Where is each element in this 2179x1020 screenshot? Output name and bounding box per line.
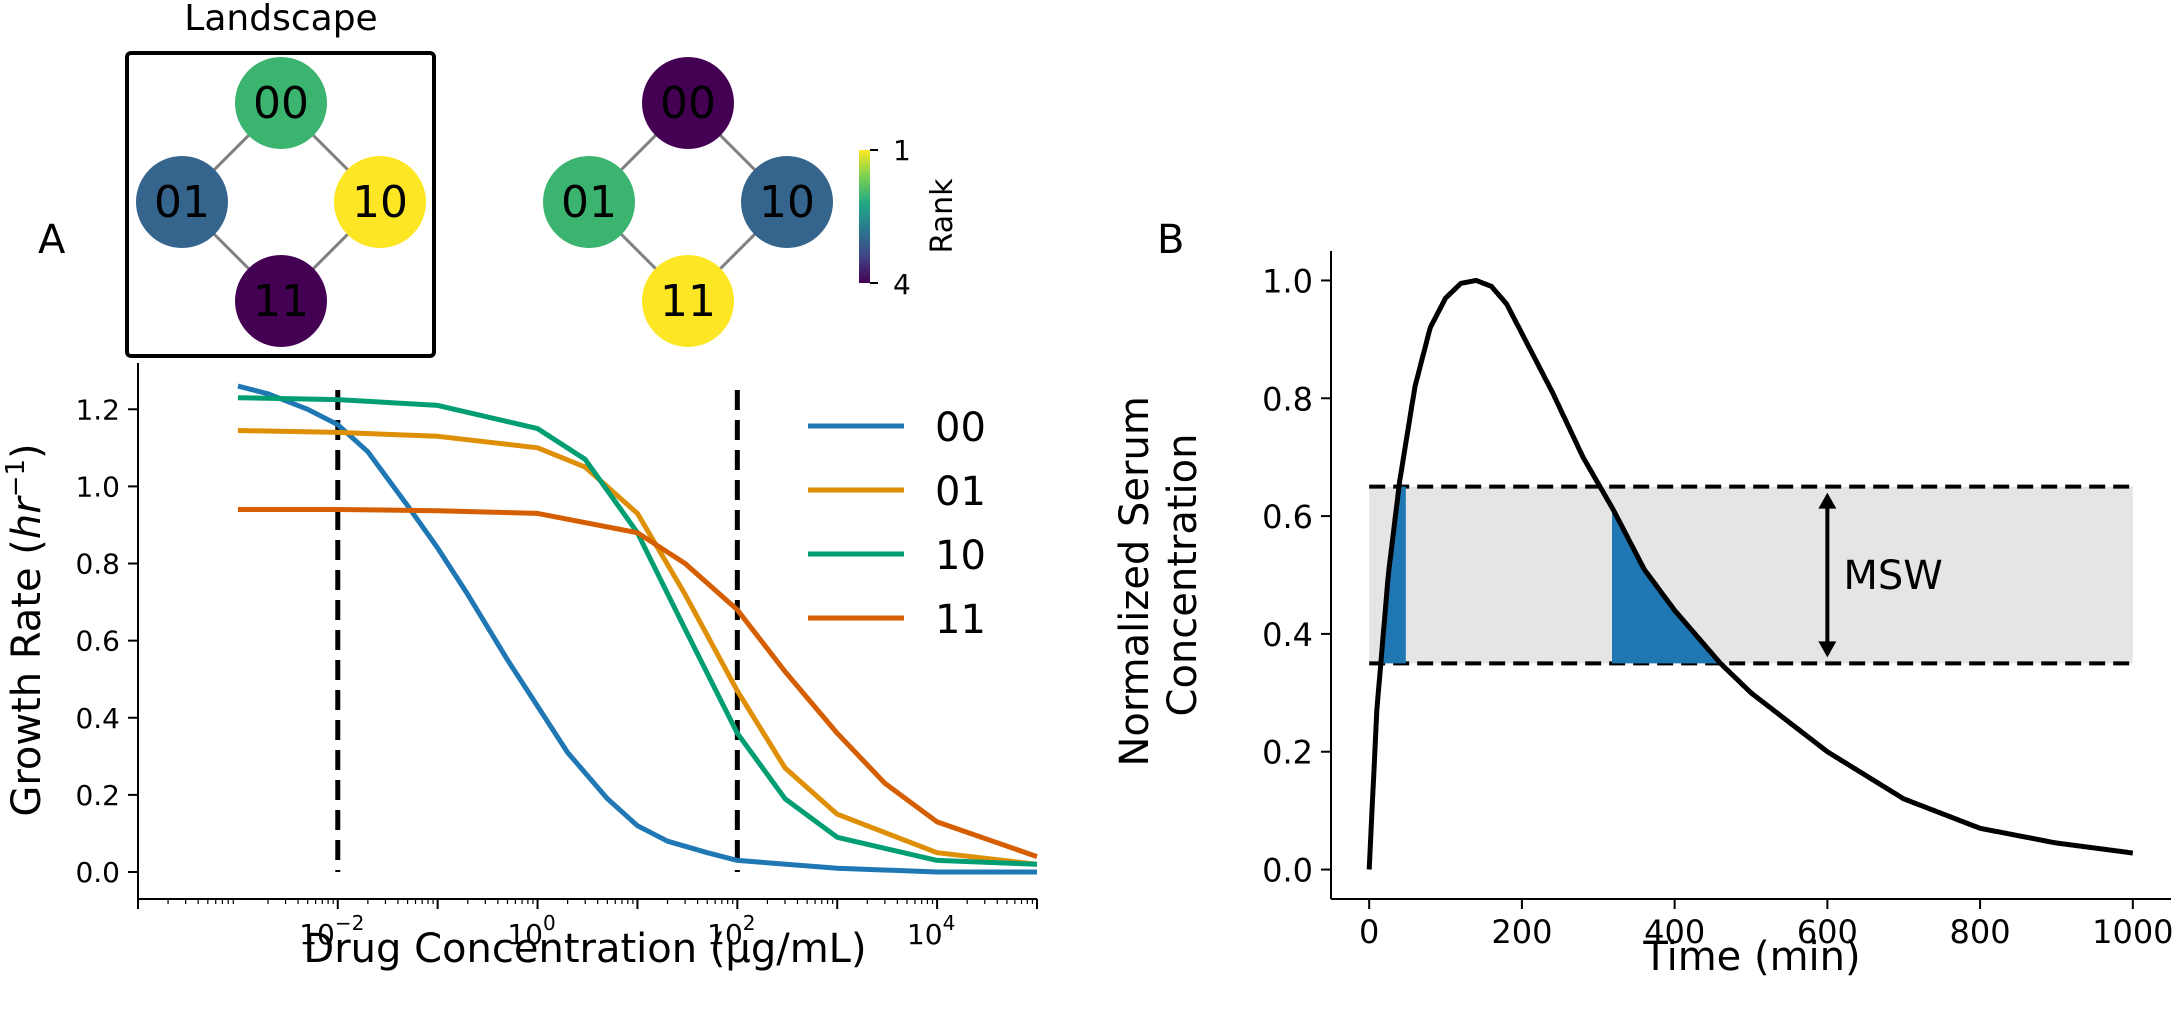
network-node-11 — [642, 255, 734, 347]
legend-label-01: 01 — [935, 469, 986, 515]
growth-rate-y-tick-label: 1.2 — [75, 393, 120, 426]
growth-rate-x-tick-label: 100 — [507, 911, 555, 951]
growth-rate-x-tick-exp: 4 — [943, 911, 956, 935]
legend-label-11: 11 — [935, 597, 986, 643]
serum-x-tick-label: 600 — [1797, 913, 1858, 951]
network-node-10 — [334, 156, 426, 248]
network-node-label-01: 01 — [154, 177, 210, 228]
growth-rate-x-tick-exp: −2 — [335, 911, 364, 935]
serum-y-tick-label: 0.4 — [1262, 616, 1313, 654]
serum-x-tick-label: 0 — [1359, 913, 1379, 951]
network-node-label-10: 10 — [352, 177, 408, 228]
growth-rate-x-tick-base: 10 — [907, 918, 943, 951]
growth-rate-line-01 — [237, 428, 1038, 867]
landscape-inset-1: Landscape 00 01 10 11 — [125, 0, 436, 358]
growth-rate-x-tick-label: 10−2 — [299, 911, 364, 951]
network-node-01 — [543, 156, 635, 248]
growth-rate-x-tick-label: 102 — [707, 911, 755, 951]
rank-colorbar: 1 4 Rank — [859, 134, 960, 301]
msw-shaded-region — [1381, 486, 1406, 664]
growth-rate-x-tick-base: 10 — [299, 918, 335, 951]
growth-rate-series — [237, 383, 1038, 875]
colorbar-gradient — [859, 150, 870, 283]
legend-label-00: 00 — [935, 405, 986, 451]
serum-y-tick-label: 0.0 — [1262, 852, 1313, 890]
growth-rate-x-tick-exp: 2 — [743, 911, 756, 935]
network-node-label-10: 10 — [759, 177, 815, 228]
growth-rate-y-label-suffix: ) — [4, 443, 50, 459]
growth-rate-chart: 0.00.20.40.60.81.01.210−2 100 102 104 00011… — [1, 363, 1038, 972]
serum-x-label: Time (min) — [1642, 934, 1860, 980]
network-node-label-00: 00 — [253, 78, 309, 129]
growth-rate-x-tick-base: 10 — [507, 918, 543, 951]
growth-rate-y-tick-label: 0.2 — [75, 779, 120, 812]
growth-rate-y-tick-label: 0.8 — [75, 548, 120, 581]
growth-rate-x-tick-base: 10 — [707, 918, 743, 951]
serum-y-label-line-2: Concentration — [1160, 434, 1206, 717]
growth-rate-y-tick-label: 1.0 — [75, 470, 120, 503]
serum-y-tick-label: 0.2 — [1262, 734, 1313, 772]
network-node-label-00: 00 — [660, 78, 716, 129]
growth-rate-y-label-unit: hr — [4, 495, 50, 539]
growth-rate-x-tick-exp: 0 — [543, 911, 556, 935]
growth-rate-y-label-prefix: Growth Rate ( — [4, 539, 50, 817]
growth-rate-y-label-sup: −1 — [1, 459, 31, 497]
growth-rate-y-label: Growth Rate (hr−1) — [1, 443, 50, 816]
serum-y-tick-label: 0.6 — [1262, 498, 1313, 536]
serum-y-tick-label: 1.0 — [1262, 262, 1313, 300]
network-node-11 — [235, 255, 327, 347]
landscape-frame — [125, 51, 436, 358]
msw-arrow-head-down — [1818, 641, 1837, 658]
network-node-label-01: 01 — [561, 177, 617, 228]
growth-rate-vlines — [335, 390, 740, 872]
msw-band-rect — [1369, 486, 2133, 664]
msw-shaded-fill — [1381, 486, 1721, 664]
serum-y-label: Normalized Serum Concentration — [1112, 383, 1206, 766]
network-2: 00 01 10 11 — [543, 57, 833, 347]
landscape-title: Landscape — [184, 0, 377, 39]
landscape-inset-2: 00 01 10 11 — [543, 57, 833, 347]
legend-label-10: 10 — [935, 533, 986, 579]
msw-band — [1369, 484, 2133, 666]
growth-rate-y-tick-label: 0.6 — [75, 625, 120, 658]
growth-rate-y-tick-label: 0.0 — [75, 856, 120, 889]
growth-rate-x-tick-label: 104 — [907, 911, 955, 951]
network-node-10 — [741, 156, 833, 248]
msw-annotation: MSW — [1818, 492, 1943, 658]
network-node-00 — [642, 57, 734, 149]
growth-rate-y-tick-label: 0.4 — [75, 702, 120, 735]
colorbar-tick-label-4: 4 — [893, 268, 911, 301]
serum-concentration-chart: 0.00.20.40.60.81.00 200 400 600 800 1000 MSW … — [1112, 251, 2174, 980]
msw-shaded-region — [1612, 507, 1721, 664]
growth-rate-line-10 — [237, 395, 1038, 867]
network-node-00 — [235, 57, 327, 149]
network-1: 00 01 10 11 — [136, 57, 426, 347]
serum-x-tick-label: 1000 — [2092, 913, 2173, 951]
serum-series — [1366, 278, 2134, 870]
growth-rate-line-11 — [237, 507, 1038, 859]
msw-label: MSW — [1843, 553, 1942, 599]
growth-rate-axes-ticks: 0.00.20.40.60.81.01.210−2 100 102 104 — [75, 393, 1038, 951]
colorbar-tick-label-1: 1 — [893, 134, 911, 167]
serum-x-tick-label: 400 — [1644, 913, 1705, 951]
network-node-label-11: 11 — [253, 276, 309, 327]
network-node-01 — [136, 156, 228, 248]
serum-concentration-curve — [1366, 278, 2134, 870]
serum-axes-ticks: 0.0 0.2 0.4 0.6 0.8 1.0 0 200 400 600 800 1000 — [1262, 262, 2173, 951]
growth-rate-x-label: Drug Concentration (µg/mL) — [303, 926, 866, 972]
serum-x-tick-label: 200 — [1491, 913, 1552, 951]
panel-label-b: B — [1157, 217, 1184, 263]
serum-y-label-line-1: Normalized Serum — [1112, 396, 1158, 766]
serum-x-tick-label: 800 — [1950, 913, 2011, 951]
growth-rate-legend: 00 01 10 11 — [808, 405, 986, 643]
panel-label-a: A — [38, 217, 66, 263]
serum-y-tick-label: 0.8 — [1262, 380, 1313, 418]
msw-arrow-head-up — [1818, 492, 1837, 509]
network-node-label-11: 11 — [660, 276, 716, 327]
growth-rate-line-00 — [237, 383, 1037, 875]
colorbar-label: Rank — [925, 178, 960, 254]
